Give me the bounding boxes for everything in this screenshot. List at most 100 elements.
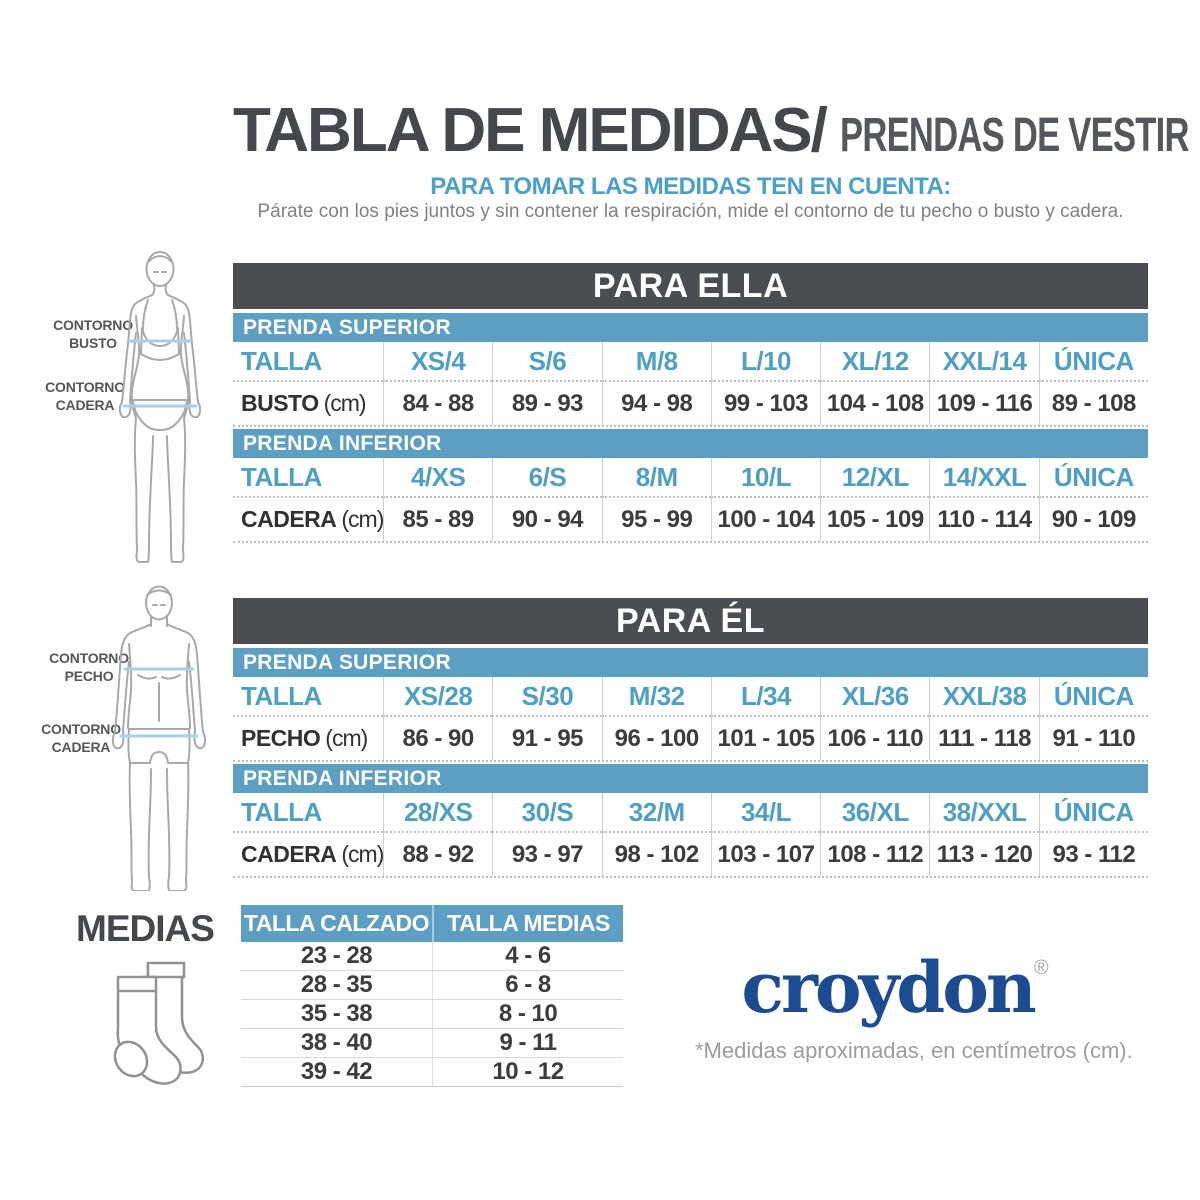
medias-row: 28 - 35 6 - 8 [241, 970, 623, 999]
table-para-ella: PARA ELLA PRENDA SUPERIOR TALLA XS/4 S/6… [233, 263, 1148, 543]
value-cell: 110 - 114 [929, 496, 1039, 541]
measure-word: BUSTO [241, 390, 319, 416]
value-cell: 95 - 99 [601, 496, 711, 541]
value-cell: 85 - 89 [383, 496, 493, 541]
measure-header: CADERA (cm) [233, 831, 384, 876]
label-contorno-busto: CONTORNO BUSTO [28, 317, 158, 352]
value-cell: 88 - 92 [383, 831, 493, 876]
size-cell: M/8 [601, 342, 711, 380]
grid-ella-inferior: TALLA 4/XS 6/S 8/M 10/L 12/XL 14/XXL ÚNI… [233, 458, 1148, 543]
medias-cell: 23 - 28 [300, 942, 373, 969]
size-cell: S/6 [492, 342, 601, 380]
footnote: *Medidas aproximadas, en centímetros (cm… [695, 1038, 1133, 1063]
medias-cell: 39 - 42 [300, 1058, 373, 1085]
size-cell: XXL/14 [929, 342, 1038, 380]
size-cell: L/34 [710, 677, 820, 715]
value-cell: 91 - 95 [492, 715, 602, 760]
value-cell: 106 - 110 [820, 715, 930, 760]
table-para-el: PARA ÉL PRENDA SUPERIOR TALLA XS/28 S/30… [233, 598, 1148, 878]
size-cell: ÚNICA [1038, 677, 1148, 715]
size-cell: 28/XS [383, 793, 492, 831]
title-sub: PRENDAS DE VESTIR [839, 109, 1190, 162]
measure-unit: (cm) [341, 841, 384, 867]
talla-header: TALLA [241, 461, 322, 492]
size-cell: XXL/38 [929, 677, 1038, 715]
size-cell: XS/28 [383, 677, 492, 715]
value-cell: 89 - 108 [1038, 380, 1148, 425]
size-cell: 32/M [601, 793, 711, 831]
size-cell: 4/XS [383, 458, 492, 496]
value-cell: 109 - 116 [929, 380, 1039, 425]
size-cell: 14/XXL [929, 458, 1038, 496]
value-cell: 98 - 102 [601, 831, 711, 876]
table-title-ella: PARA ELLA [233, 263, 1148, 309]
size-cell: 10/L [710, 458, 820, 496]
talla-header: TALLA [241, 680, 322, 711]
medias-cell: 4 - 6 [432, 942, 623, 970]
measure-header: CADERA (cm) [233, 496, 384, 541]
brand-logo: croydon® [695, 946, 1095, 1029]
size-cell: 8/M [601, 458, 711, 496]
measure-word: CADERA [241, 841, 337, 867]
label-line: CONTORNO [45, 379, 125, 395]
value-cell: 100 - 104 [710, 496, 821, 541]
registered-mark-icon: ® [1033, 957, 1049, 979]
medias-row: 35 - 38 8 - 10 [241, 999, 623, 1028]
label-contorno-pecho: CONTORNO PECHO [24, 650, 154, 685]
medias-cell: 9 - 11 [432, 1029, 623, 1057]
medias-row: 39 - 42 10 - 12 [241, 1057, 623, 1087]
value-cell: 111 - 118 [929, 715, 1039, 760]
page-title: TABLA DE MEDIDAS/ PRENDAS DE VESTIR [233, 95, 1200, 166]
medias-cell: 10 - 12 [432, 1058, 623, 1086]
medias-col-header: TALLA MEDIAS [432, 905, 623, 942]
medias-heading: MEDIAS [76, 908, 215, 949]
size-cell: L/10 [710, 342, 820, 380]
measure-word: PECHO [241, 725, 321, 751]
value-cell: 84 - 88 [383, 380, 493, 425]
size-cell: 34/L [710, 793, 820, 831]
medias-col-header: TALLA CALZADO [243, 910, 430, 936]
medias-row: 23 - 28 4 - 6 [241, 942, 623, 970]
label-line: BUSTO [69, 334, 117, 351]
size-cell: 12/XL [820, 458, 929, 496]
label-line: CADERA [51, 738, 111, 755]
size-cell: 36/XL [820, 793, 929, 831]
size-cell: S/30 [492, 677, 601, 715]
medias-cell: 8 - 10 [432, 1000, 623, 1028]
grid-ella-superior: TALLA XS/4 S/6 M/8 L/10 XL/12 XXL/14 ÚNI… [233, 342, 1148, 427]
band-prenda-inferior-el: PRENDA INFERIOR [233, 764, 1148, 793]
medias-table: TALLA CALZADO TALLA MEDIAS 23 - 28 4 - 6… [241, 905, 623, 1087]
size-cell: 6/S [492, 458, 601, 496]
band-prenda-superior-ella: PRENDA SUPERIOR [233, 313, 1148, 342]
measure-unit: (cm) [325, 725, 368, 751]
male-figure-icon [111, 585, 207, 891]
measure-header: BUSTO (cm) [233, 380, 383, 425]
grid-el-inferior: TALLA 28/XS 30/S 32/M 34/L 36/XL 38/XXL … [233, 793, 1148, 878]
medias-row: 38 - 40 9 - 11 [241, 1028, 623, 1057]
medias-cell: 35 - 38 [300, 1000, 373, 1027]
band-prenda-superior-el: PRENDA SUPERIOR [233, 648, 1148, 677]
value-cell: 94 - 98 [601, 380, 711, 425]
value-cell: 90 - 94 [492, 496, 602, 541]
subtitle: PARA TOMAR LAS MEDIDAS TEN EN CUENTA: [430, 173, 951, 200]
size-cell: XL/36 [820, 677, 929, 715]
grid-el-superior: TALLA XS/28 S/30 M/32 L/34 XL/36 XXL/38 … [233, 677, 1148, 762]
value-cell: 113 - 120 [929, 831, 1039, 876]
label-line: PECHO [64, 667, 114, 684]
band-prenda-inferior-ella: PRENDA INFERIOR [233, 429, 1148, 458]
measure-unit: (cm) [323, 390, 367, 416]
female-figure-icon [118, 251, 202, 563]
label-contorno-cadera-male: CONTORNO CADERA [16, 721, 146, 756]
value-cell: 104 - 108 [820, 380, 930, 425]
size-cell: 30/S [492, 793, 601, 831]
value-cell: 99 - 103 [710, 380, 821, 425]
size-cell: ÚNICA [1038, 458, 1148, 496]
size-cell: XL/12 [820, 342, 929, 380]
medias-cell: 6 - 8 [432, 971, 623, 999]
value-cell: 108 - 112 [820, 831, 930, 876]
value-cell: 105 - 109 [820, 496, 930, 541]
size-cell: ÚNICA [1038, 793, 1148, 831]
value-cell: 93 - 97 [492, 831, 602, 876]
value-cell: 96 - 100 [601, 715, 711, 760]
